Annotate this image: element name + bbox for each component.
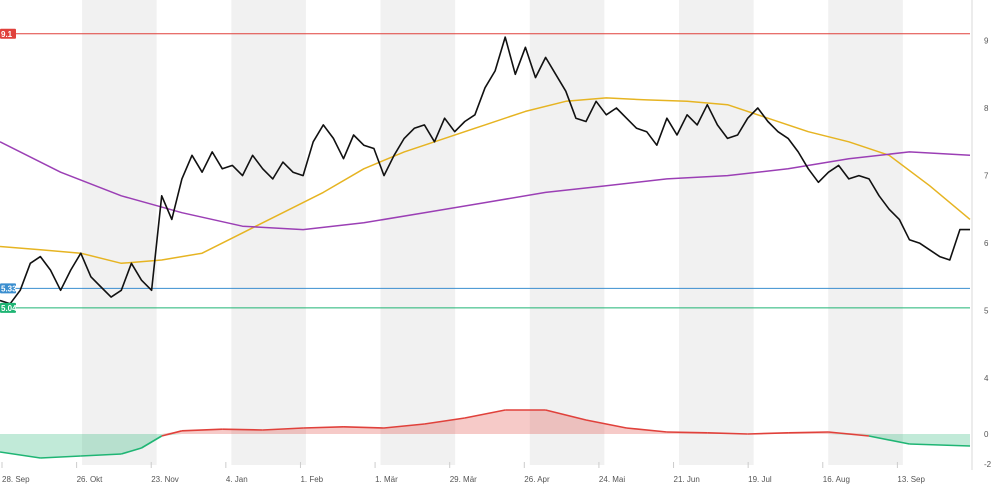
x-tick-label: 1. Mär: [375, 475, 398, 484]
x-tick-label: 13. Sep: [897, 475, 925, 484]
oscillator-line-segment: [303, 426, 344, 429]
y-tick-label: 8: [984, 104, 989, 113]
level-tag: [0, 283, 16, 294]
x-tick-label: 23. Nov: [151, 475, 179, 484]
oscillator-line-segment: [80, 453, 122, 457]
x-tick-label: 1. Feb: [300, 475, 323, 484]
series-lines: [0, 36, 971, 305]
oscillator-line-segment: [666, 431, 708, 434]
oscillator-panel: [0, 409, 971, 459]
oscillator-line-segment: [545, 409, 587, 421]
oscillator-line-segment: [828, 431, 870, 437]
oscillator-line-segment: [626, 427, 667, 433]
level-tag: [0, 302, 16, 313]
x-tick-label: 4. Jan: [226, 475, 248, 484]
y-tick-label: 5: [984, 307, 989, 316]
grid-band: [82, 0, 157, 465]
series-line: [0, 141, 971, 231]
level-tag-label: 5.33: [1, 284, 17, 293]
level-tag: [0, 28, 16, 39]
oscillator-positive-area: [0, 410, 970, 434]
y-axis-ticks: 9 8 7 6 5 4 0 -2: [984, 37, 992, 469]
x-tick-label: 16. Aug: [823, 475, 850, 484]
oscillator-line-segment: [909, 443, 971, 447]
x-tick-label: 26. Okt: [77, 475, 104, 484]
y-tick-label: 6: [984, 239, 989, 248]
grid-band: [828, 0, 903, 465]
level-tag-label: 5.04: [1, 304, 17, 313]
oscillator-line-segment: [181, 428, 223, 432]
series-line: [0, 97, 971, 265]
oscillator-line-segment: [161, 430, 183, 437]
oscillator-line-segment: [707, 432, 748, 435]
x-tick-label: 24. Mai: [599, 475, 625, 484]
oscillator-tick-label: -2: [984, 460, 992, 469]
grid-bands: [82, 0, 903, 465]
x-tick-label: 26. Apr: [524, 475, 550, 484]
oscillator-line-segment: [0, 451, 41, 459]
oscillator-line-segment: [383, 423, 425, 429]
oscillator-line-segment: [788, 431, 829, 434]
oscillator-tick-label: 0: [984, 430, 989, 439]
x-axis-ticks: 28. Sep 26. Okt 23. Nov 4. Jan 1. Feb 1. Mär 2…: [1, 462, 926, 484]
oscillator-line-segment: [40, 455, 81, 459]
x-tick-label: 19. Jul: [748, 475, 772, 484]
x-tick-label: 28. Sep: [2, 475, 30, 484]
oscillator-line-segment: [121, 447, 142, 455]
oscillator-line-segment: [424, 417, 465, 425]
horizontal-levels: [0, 33, 970, 309]
y-tick-label: 4: [984, 374, 989, 383]
grid-band: [679, 0, 754, 465]
series-line: [0, 36, 970, 305]
y-tick-label: 9: [984, 37, 989, 46]
grid-band: [380, 0, 456, 465]
oscillator-line-segment: [222, 428, 263, 431]
oscillator-line-segment: [464, 409, 506, 419]
oscillator-line-segment: [343, 426, 384, 429]
oscillator-line-segment: [141, 435, 163, 449]
level-tags: 9.1 5.33 5.04: [0, 28, 17, 313]
level-tag-label: 9.1: [1, 30, 13, 39]
grid-band: [529, 0, 605, 465]
oscillator-line-segment: [868, 435, 910, 445]
x-tick-label: 21. Jun: [674, 475, 700, 484]
y-tick-label: 7: [984, 172, 989, 181]
x-tick-label: 29. Mär: [450, 475, 477, 484]
oscillator-line-segment: [262, 427, 304, 431]
oscillator-line-segment: [747, 432, 789, 435]
oscillator-line-segment: [585, 419, 627, 429]
